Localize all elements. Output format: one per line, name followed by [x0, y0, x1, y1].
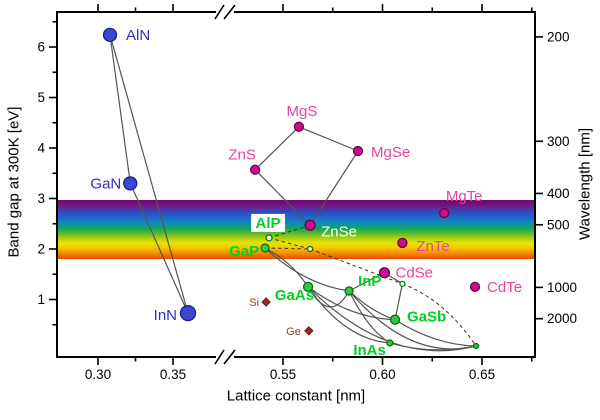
curve-InP-GaSb — [348, 290, 396, 321]
point-GaP — [260, 243, 270, 253]
label-GaP: GaP — [229, 243, 259, 260]
point-AlSb — [399, 280, 406, 287]
data-points — [102, 27, 481, 350]
label-CdTe: CdTe — [487, 279, 522, 296]
x-tick-0.65: 0.65 — [469, 367, 495, 382]
point-MgTe — [439, 207, 450, 219]
label-InN: InN — [154, 307, 177, 324]
y-tick-3: 3 — [37, 191, 45, 206]
curve-GaP-InP — [264, 247, 350, 292]
curve-GaAs-GaSb — [307, 286, 396, 321]
label-Ge: Ge — [286, 326, 301, 338]
y-tick-1: 1 — [37, 292, 45, 307]
label-AlN: AlN — [126, 27, 150, 44]
curve-GaAs-InAs — [307, 286, 390, 344]
label-GaAs: GaAs — [275, 287, 314, 304]
point-MgSe — [352, 145, 364, 157]
point-AlAs — [306, 245, 314, 253]
curve-GaP-AlAs — [265, 247, 311, 250]
curve-MgSe-ZnSe — [309, 150, 359, 226]
x-axis-break-bottom — [216, 350, 234, 364]
curve-InP-InSb — [348, 290, 477, 350]
wavelength-tick-200: 200 — [547, 29, 570, 44]
point-InN — [179, 304, 197, 322]
point-AlP — [265, 234, 273, 242]
point-InAs — [386, 339, 394, 347]
curve-AlP-AlAs — [268, 237, 311, 250]
wavelength-tick-400: 400 — [547, 186, 570, 201]
wavelength-tick-1000: 1000 — [547, 280, 577, 295]
x-axis-title: Lattice constant [nm] — [226, 387, 366, 405]
point-ZnSe — [304, 219, 316, 231]
label-InP: InP — [358, 273, 381, 290]
curve-GaN-InN — [129, 183, 189, 314]
label-MgSe: MgSe — [371, 144, 410, 161]
y-tick-6: 6 — [37, 40, 45, 55]
x-tick-0.35: 0.35 — [160, 367, 186, 382]
label-Si: Si — [249, 297, 259, 309]
point-Si — [261, 297, 271, 307]
point-ZnS — [249, 164, 261, 175]
label-MgTe: MgTe — [446, 188, 483, 205]
curve-InP-CdSe — [348, 272, 385, 292]
label-GaSb: GaSb — [407, 309, 446, 326]
y-tick-4: 4 — [37, 141, 45, 156]
point-InSb — [472, 342, 480, 350]
curve-AlP-ZnSe — [268, 224, 311, 239]
point-MgS — [293, 121, 305, 132]
curve-AlAs-AlSb — [309, 248, 403, 285]
wavelength-tick-300: 300 — [547, 134, 570, 149]
label-CdSe: CdSe — [395, 265, 433, 282]
point-GaAs — [302, 281, 314, 293]
label-ZnS: ZnS — [228, 147, 256, 164]
label-GaN: GaN — [90, 175, 121, 192]
point-CdTe — [469, 281, 481, 293]
label-InAs: InAs — [353, 342, 386, 359]
point-labels: AlN GaN InN MgS ZnS MgSe ZnSe MgTe ZnTe CdSe CdTe A… — [90, 27, 522, 359]
point-CdSe — [378, 267, 391, 279]
label-MgS: MgS — [286, 103, 317, 120]
y-tick-2: 2 — [37, 242, 45, 257]
curve-AlSb-GaSb — [394, 283, 403, 320]
label-AlP: AlP — [256, 215, 281, 232]
point-InP — [344, 286, 354, 296]
point-AlN — [102, 27, 118, 43]
plot-frame — [56, 11, 536, 358]
axis-ticks — [49, 4, 543, 365]
y-tick-5: 5 — [37, 90, 45, 105]
x-tick-0.55: 0.55 — [270, 367, 296, 382]
curve-AlN-InN — [109, 34, 189, 314]
label-ZnTe: ZnTe — [416, 238, 449, 255]
curve-GaSb-InSb — [394, 319, 477, 347]
point-ZnTe — [397, 237, 408, 249]
x-tick-0.30: 0.30 — [85, 367, 111, 382]
curve-AlN-GaN — [109, 34, 131, 184]
wavelength-tick-2000: 2000 — [547, 311, 577, 326]
point-GaN — [123, 176, 138, 191]
point-GaSb — [389, 314, 401, 325]
point-Ge — [304, 326, 314, 336]
label-bg-AlP — [251, 213, 286, 232]
curve-MgS-MgSe — [298, 126, 359, 152]
curve-AlSb-InSb — [402, 283, 477, 347]
tick-labels: 0.30 0.35 0.55 0.60 0.65 1 2 3 4 5 6 200 300 400 500 10… — [37, 29, 577, 382]
wavelength-tick-500: 500 — [547, 217, 570, 232]
curve-ZnS-MgS — [254, 126, 300, 171]
curve-ZnS-ZnSe — [254, 169, 311, 226]
x-axis-break-top — [216, 5, 234, 19]
label-ZnSe: ZnSe — [321, 223, 357, 240]
x-tick-0.60: 0.60 — [369, 367, 395, 382]
